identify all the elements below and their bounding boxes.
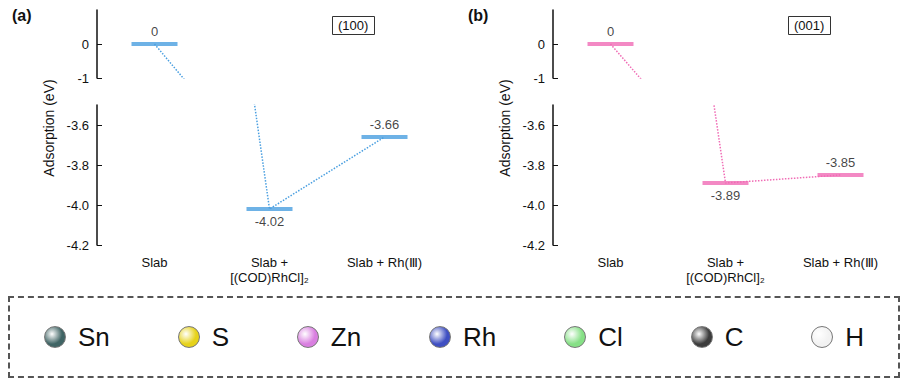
svg-text:Adsorption (eV): Adsorption (eV) [497,79,513,176]
svg-text:0: 0 [151,24,158,39]
svg-text:Adsorption (eV): Adsorption (eV) [41,79,57,176]
svg-text:-4.2: -4.2 [67,238,89,253]
svg-text:[(COD)RhCl]₂: [(COD)RhCl]₂ [230,270,309,285]
html-text:Zn: Zn [330,321,362,352]
svg-text:-3.66: -3.66 [370,117,400,132]
svg-text:-4.2: -4.2 [523,238,545,253]
svg-text:(001): (001) [794,18,824,33]
svg-text:[(COD)RhCl]₂: [(COD)RhCl]₂ [686,270,765,285]
svg-text:-1: -1 [77,71,89,86]
html-text:C: C [724,321,744,352]
html-text:Cl: Cl [598,321,623,352]
svg-text:-3.8: -3.8 [67,158,89,173]
svg-text:Slab + Rh(Ⅲ): Slab + Rh(Ⅲ) [347,255,422,270]
svg-text:Slab: Slab [141,255,167,270]
svg-text:Slab + Rh(Ⅲ): Slab + Rh(Ⅲ) [803,255,878,270]
html-text:S: S [211,321,229,352]
svg-text:-4.02: -4.02 [255,214,285,229]
svg-text:-4.0: -4.0 [523,198,545,213]
svg-text:-3.89: -3.89 [711,188,741,203]
html-text:Rh: Rh [463,321,497,352]
svg-text:-4.0: -4.0 [67,198,89,213]
svg-text:-3.85: -3.85 [826,155,856,170]
svg-text:-1: -1 [533,71,545,86]
svg-text:0: 0 [538,37,545,52]
svg-text:Slab: Slab [597,255,623,270]
svg-text:(b): (b) [468,7,488,24]
svg-text:Slab +: Slab + [707,255,744,270]
svg-text:-3.8: -3.8 [523,158,545,173]
html-text:Sn: Sn [77,321,110,352]
svg-text:0: 0 [82,37,89,52]
svg-text:(a): (a) [12,7,32,24]
svg-text:(100): (100) [338,18,368,33]
html-text:H: H [845,321,865,352]
svg-text:Slab +: Slab + [251,255,288,270]
svg-text:0: 0 [607,24,614,39]
svg-text:-3.6: -3.6 [523,118,545,133]
svg-text:-3.6: -3.6 [67,118,89,133]
